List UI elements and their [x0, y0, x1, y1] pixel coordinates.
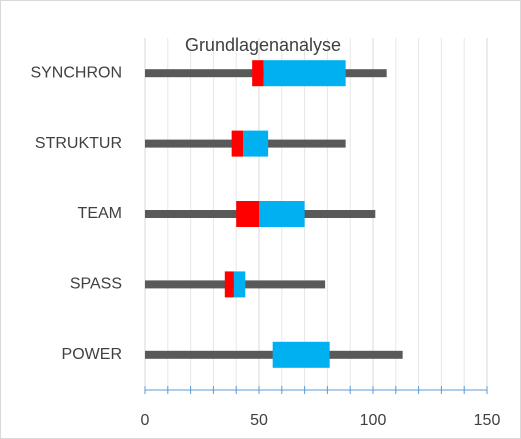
y-tick-label: STRUKTUR: [35, 135, 122, 152]
chart-title: Grundlagenanalyse: [185, 35, 341, 55]
x-tick-label: 50: [250, 412, 268, 429]
box-upper: [259, 201, 305, 227]
y-tick-label: SYNCHRON: [30, 64, 122, 81]
y-tick-label: POWER: [62, 346, 122, 363]
box-upper: [263, 60, 346, 87]
box-lower: [231, 130, 244, 157]
box-upper: [243, 130, 269, 157]
box-lower: [224, 271, 234, 298]
y-tick-label: SPASS: [70, 276, 122, 293]
x-tick-label: 0: [141, 412, 150, 429]
y-tick-label: TEAM: [78, 205, 122, 222]
x-tick-label: 100: [360, 412, 387, 429]
x-tick-label: 150: [474, 412, 501, 429]
box-upper: [272, 341, 330, 368]
box-upper: [233, 271, 246, 298]
box-lower: [252, 60, 264, 87]
box-lower: [236, 201, 259, 227]
